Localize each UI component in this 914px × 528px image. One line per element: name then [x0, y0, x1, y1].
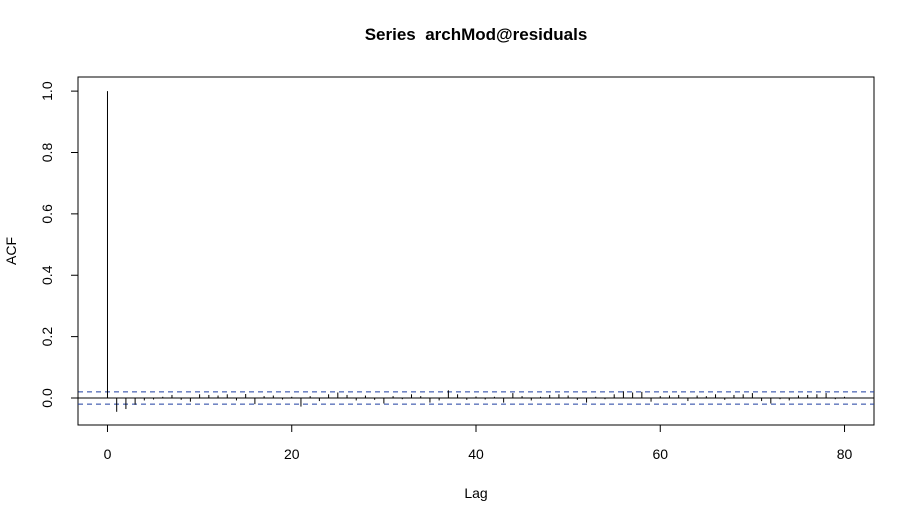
x-tick-label: 60	[652, 446, 668, 462]
x-axis-label: Lag	[464, 485, 487, 501]
x-tick-label: 0	[104, 446, 112, 462]
y-tick-label: 0.4	[39, 265, 55, 285]
y-tick-label: 0.2	[39, 327, 55, 347]
y-tick-label: 1.0	[39, 81, 55, 101]
x-tick-label: 20	[284, 446, 300, 462]
plot-box	[77, 76, 875, 426]
y-tick-label: 0.0	[39, 388, 55, 408]
x-tick-label: 80	[837, 446, 853, 462]
x-tick-label: 40	[468, 446, 484, 462]
y-axis-label: ACF	[3, 237, 19, 265]
y-tick-label: 0.6	[39, 204, 55, 224]
chart-title: Series archMod@residuals	[365, 25, 588, 44]
y-tick-label: 0.8	[39, 143, 55, 163]
